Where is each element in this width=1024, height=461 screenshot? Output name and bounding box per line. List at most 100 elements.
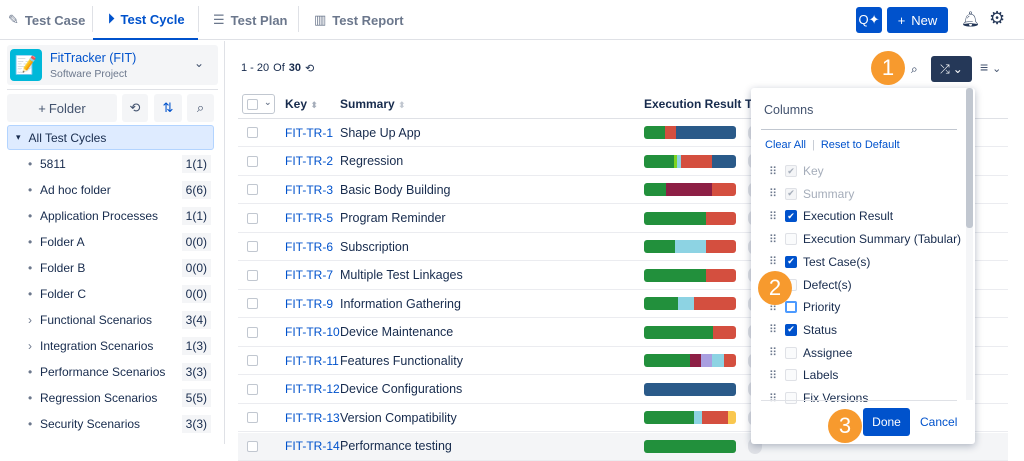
folder-item[interactable]: • Ad hoc folder 6(6) — [0, 177, 225, 203]
row-checkbox[interactable] — [247, 355, 258, 366]
folder-item[interactable]: • Security Scenarios 3(3) — [0, 411, 225, 437]
row-checkbox[interactable] — [247, 383, 258, 395]
table-row[interactable]: FIT-TR-7 Multiple Test Linkages — [238, 262, 1008, 290]
scrollbar[interactable] — [966, 88, 973, 400]
table-row[interactable]: FIT-TR-12 Device Configurations — [238, 376, 1008, 404]
table-row[interactable]: FIT-TR-11 Features Functionality — [238, 347, 1008, 375]
execution-segment-pass — [644, 240, 676, 253]
table-row[interactable]: FIT-TR-6 Subscription — [238, 233, 1008, 261]
drag-handle-icon[interactable]: ⠿ — [769, 210, 777, 223]
row-key-link[interactable]: FIT-TR-1 — [285, 125, 333, 140]
project-selector[interactable]: 📝 FitTracker (FIT) Software Project ⌄ — [7, 45, 218, 85]
table-row[interactable]: FIT-TR-3 Basic Body Building — [238, 176, 1008, 204]
table-row[interactable]: FIT-TR-9 Information Gathering — [238, 290, 1008, 318]
column-test-cases[interactable]: T — [745, 96, 753, 111]
tab-test-plan[interactable]: ☰ Test Plan — [213, 12, 288, 28]
column-execution-result[interactable]: Execution Result — [644, 96, 742, 111]
search-icon[interactable]: ⌕ — [911, 62, 918, 76]
folder-item[interactable]: • 5811 1(1) — [0, 151, 225, 177]
execution-segment-wip — [693, 411, 702, 424]
drag-handle-icon[interactable]: ⠿ — [769, 301, 777, 314]
row-key-link[interactable]: FIT-TR-3 — [285, 182, 333, 197]
row-key-link[interactable]: FIT-TR-14 — [285, 439, 340, 453]
row-key-link[interactable]: FIT-TR-2 — [285, 154, 333, 168]
column-checkbox[interactable]: ✔ — [785, 165, 797, 177]
ai-search-button[interactable]: Q✦ — [856, 7, 882, 33]
drag-handle-icon[interactable]: ⠿ — [769, 165, 777, 178]
column-checkbox[interactable] — [785, 233, 797, 246]
drag-handle-icon[interactable]: ⠿ — [769, 347, 777, 360]
column-key[interactable]: Key ⬍ — [285, 96, 318, 111]
column-checkbox[interactable] — [785, 301, 797, 314]
row-checkbox[interactable] — [247, 298, 258, 309]
column-summary[interactable]: Summary ⬍ — [340, 96, 406, 111]
execution-segment-pass — [644, 439, 736, 453]
drag-handle-icon[interactable]: ⠿ — [769, 392, 777, 405]
drag-handle-icon[interactable]: ⠿ — [769, 324, 777, 337]
sort-button[interactable]: ⇅ — [154, 94, 182, 122]
row-checkbox[interactable] — [247, 212, 258, 224]
row-key-link[interactable]: FIT-TR-13 — [285, 410, 340, 425]
drag-handle-icon[interactable]: ⠿ — [769, 188, 777, 201]
clear-all-link[interactable]: Clear All — [765, 139, 806, 151]
row-key-link[interactable]: FIT-TR-10 — [285, 325, 340, 339]
execution-segment-lavender — [701, 354, 713, 367]
folder-item[interactable]: • Folder B 0(0) — [0, 255, 225, 281]
row-checkbox[interactable] — [247, 155, 258, 167]
new-button[interactable]: + New — [887, 7, 948, 33]
column-checkbox[interactable]: ✔ — [785, 187, 797, 200]
bell-icon[interactable]: 🔔︎ — [961, 11, 981, 28]
row-checkbox[interactable] — [247, 127, 258, 138]
refresh-icon[interactable]: ⟲ — [305, 63, 315, 75]
row-checkbox[interactable] — [247, 241, 258, 252]
row-key-link[interactable]: FIT-TR-12 — [285, 382, 340, 396]
row-key-link[interactable]: FIT-TR-7 — [285, 268, 333, 282]
folder-item[interactable]: • Application Processes 1(1) — [0, 203, 225, 229]
table-row[interactable]: FIT-TR-5 Program Reminder — [238, 205, 1008, 233]
row-checkbox[interactable] — [247, 184, 258, 195]
cancel-button[interactable]: Cancel — [920, 415, 958, 429]
add-folder-button[interactable]: + Folder — [7, 94, 117, 122]
shuffle-icon: ⤮ — [940, 61, 950, 76]
tab-test-cycle[interactable]: ⏵ Test Cycle — [93, 0, 198, 40]
column-checkbox[interactable] — [785, 392, 797, 404]
row-key-link[interactable]: FIT-TR-6 — [285, 239, 333, 254]
execution-segment-fail — [705, 268, 736, 282]
drag-handle-icon[interactable]: ⠿ — [769, 369, 777, 382]
folder-all-test-cycles[interactable]: ▾ All Test Cycles — [7, 125, 214, 150]
reset-default-link[interactable]: Reset to Default — [820, 139, 900, 151]
gear-icon[interactable]: ⚙ — [989, 8, 1006, 28]
folder-item[interactable]: • Regression Scenarios 5(5) — [0, 385, 225, 411]
drag-handle-icon[interactable]: ⠿ — [769, 256, 777, 269]
column-checkbox[interactable] — [785, 369, 797, 382]
row-checkbox[interactable] — [247, 440, 258, 452]
tab-test-case[interactable]: ✎ Test Case — [8, 12, 86, 28]
folder-item[interactable]: • Folder C 0(0) — [0, 281, 225, 307]
chevron-right-icon[interactable]: › — [28, 313, 32, 327]
folder-item[interactable]: › Integration Scenarios 1(3) — [0, 333, 225, 359]
row-checkbox[interactable] — [247, 326, 258, 338]
drag-handle-icon[interactable]: ⠿ — [769, 233, 777, 246]
chevron-right-icon[interactable]: › — [28, 339, 32, 353]
row-key-link[interactable]: FIT-TR-11 — [285, 353, 339, 368]
folder-item[interactable]: • Folder A 0(0) — [0, 229, 225, 255]
search-folder-button[interactable]: ⌕ — [187, 94, 214, 122]
folder-item[interactable]: • Performance Scenarios 3(3) — [0, 359, 225, 385]
tab-test-report[interactable]: ▥ Test Report — [314, 12, 404, 28]
filter-button[interactable]: ≡ ⌄ — [980, 59, 1001, 75]
column-checkbox[interactable]: ✔ — [785, 323, 797, 336]
row-key-link[interactable]: FIT-TR-5 — [285, 211, 333, 225]
row-checkbox[interactable] — [247, 269, 258, 281]
columns-toggle-button[interactable]: ⤮ ⌄ — [931, 56, 972, 82]
select-all-checkbox[interactable]: ⌄ — [242, 93, 275, 114]
folder-item[interactable]: › Functional Scenarios 3(4) — [0, 307, 225, 333]
column-checkbox[interactable]: ✔ — [785, 210, 797, 223]
execution-segment-pass — [644, 411, 694, 424]
table-row[interactable]: FIT-TR-10 Device Maintenance — [238, 319, 1008, 347]
refresh-button[interactable]: ⟲ — [122, 94, 148, 122]
done-button[interactable]: Done — [863, 408, 910, 436]
row-key-link[interactable]: FIT-TR-9 — [285, 296, 333, 311]
row-checkbox[interactable] — [247, 412, 258, 423]
column-checkbox[interactable]: ✔ — [785, 255, 797, 268]
column-checkbox[interactable] — [785, 346, 797, 359]
